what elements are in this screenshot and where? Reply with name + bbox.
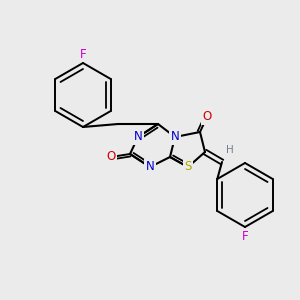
Text: N: N <box>171 130 179 143</box>
Text: S: S <box>184 160 192 173</box>
Text: F: F <box>242 230 248 242</box>
Text: N: N <box>146 160 154 173</box>
Text: H: H <box>226 145 234 155</box>
Text: F: F <box>80 47 86 61</box>
Text: O: O <box>106 151 116 164</box>
Text: N: N <box>134 130 142 143</box>
Text: O: O <box>202 110 211 124</box>
